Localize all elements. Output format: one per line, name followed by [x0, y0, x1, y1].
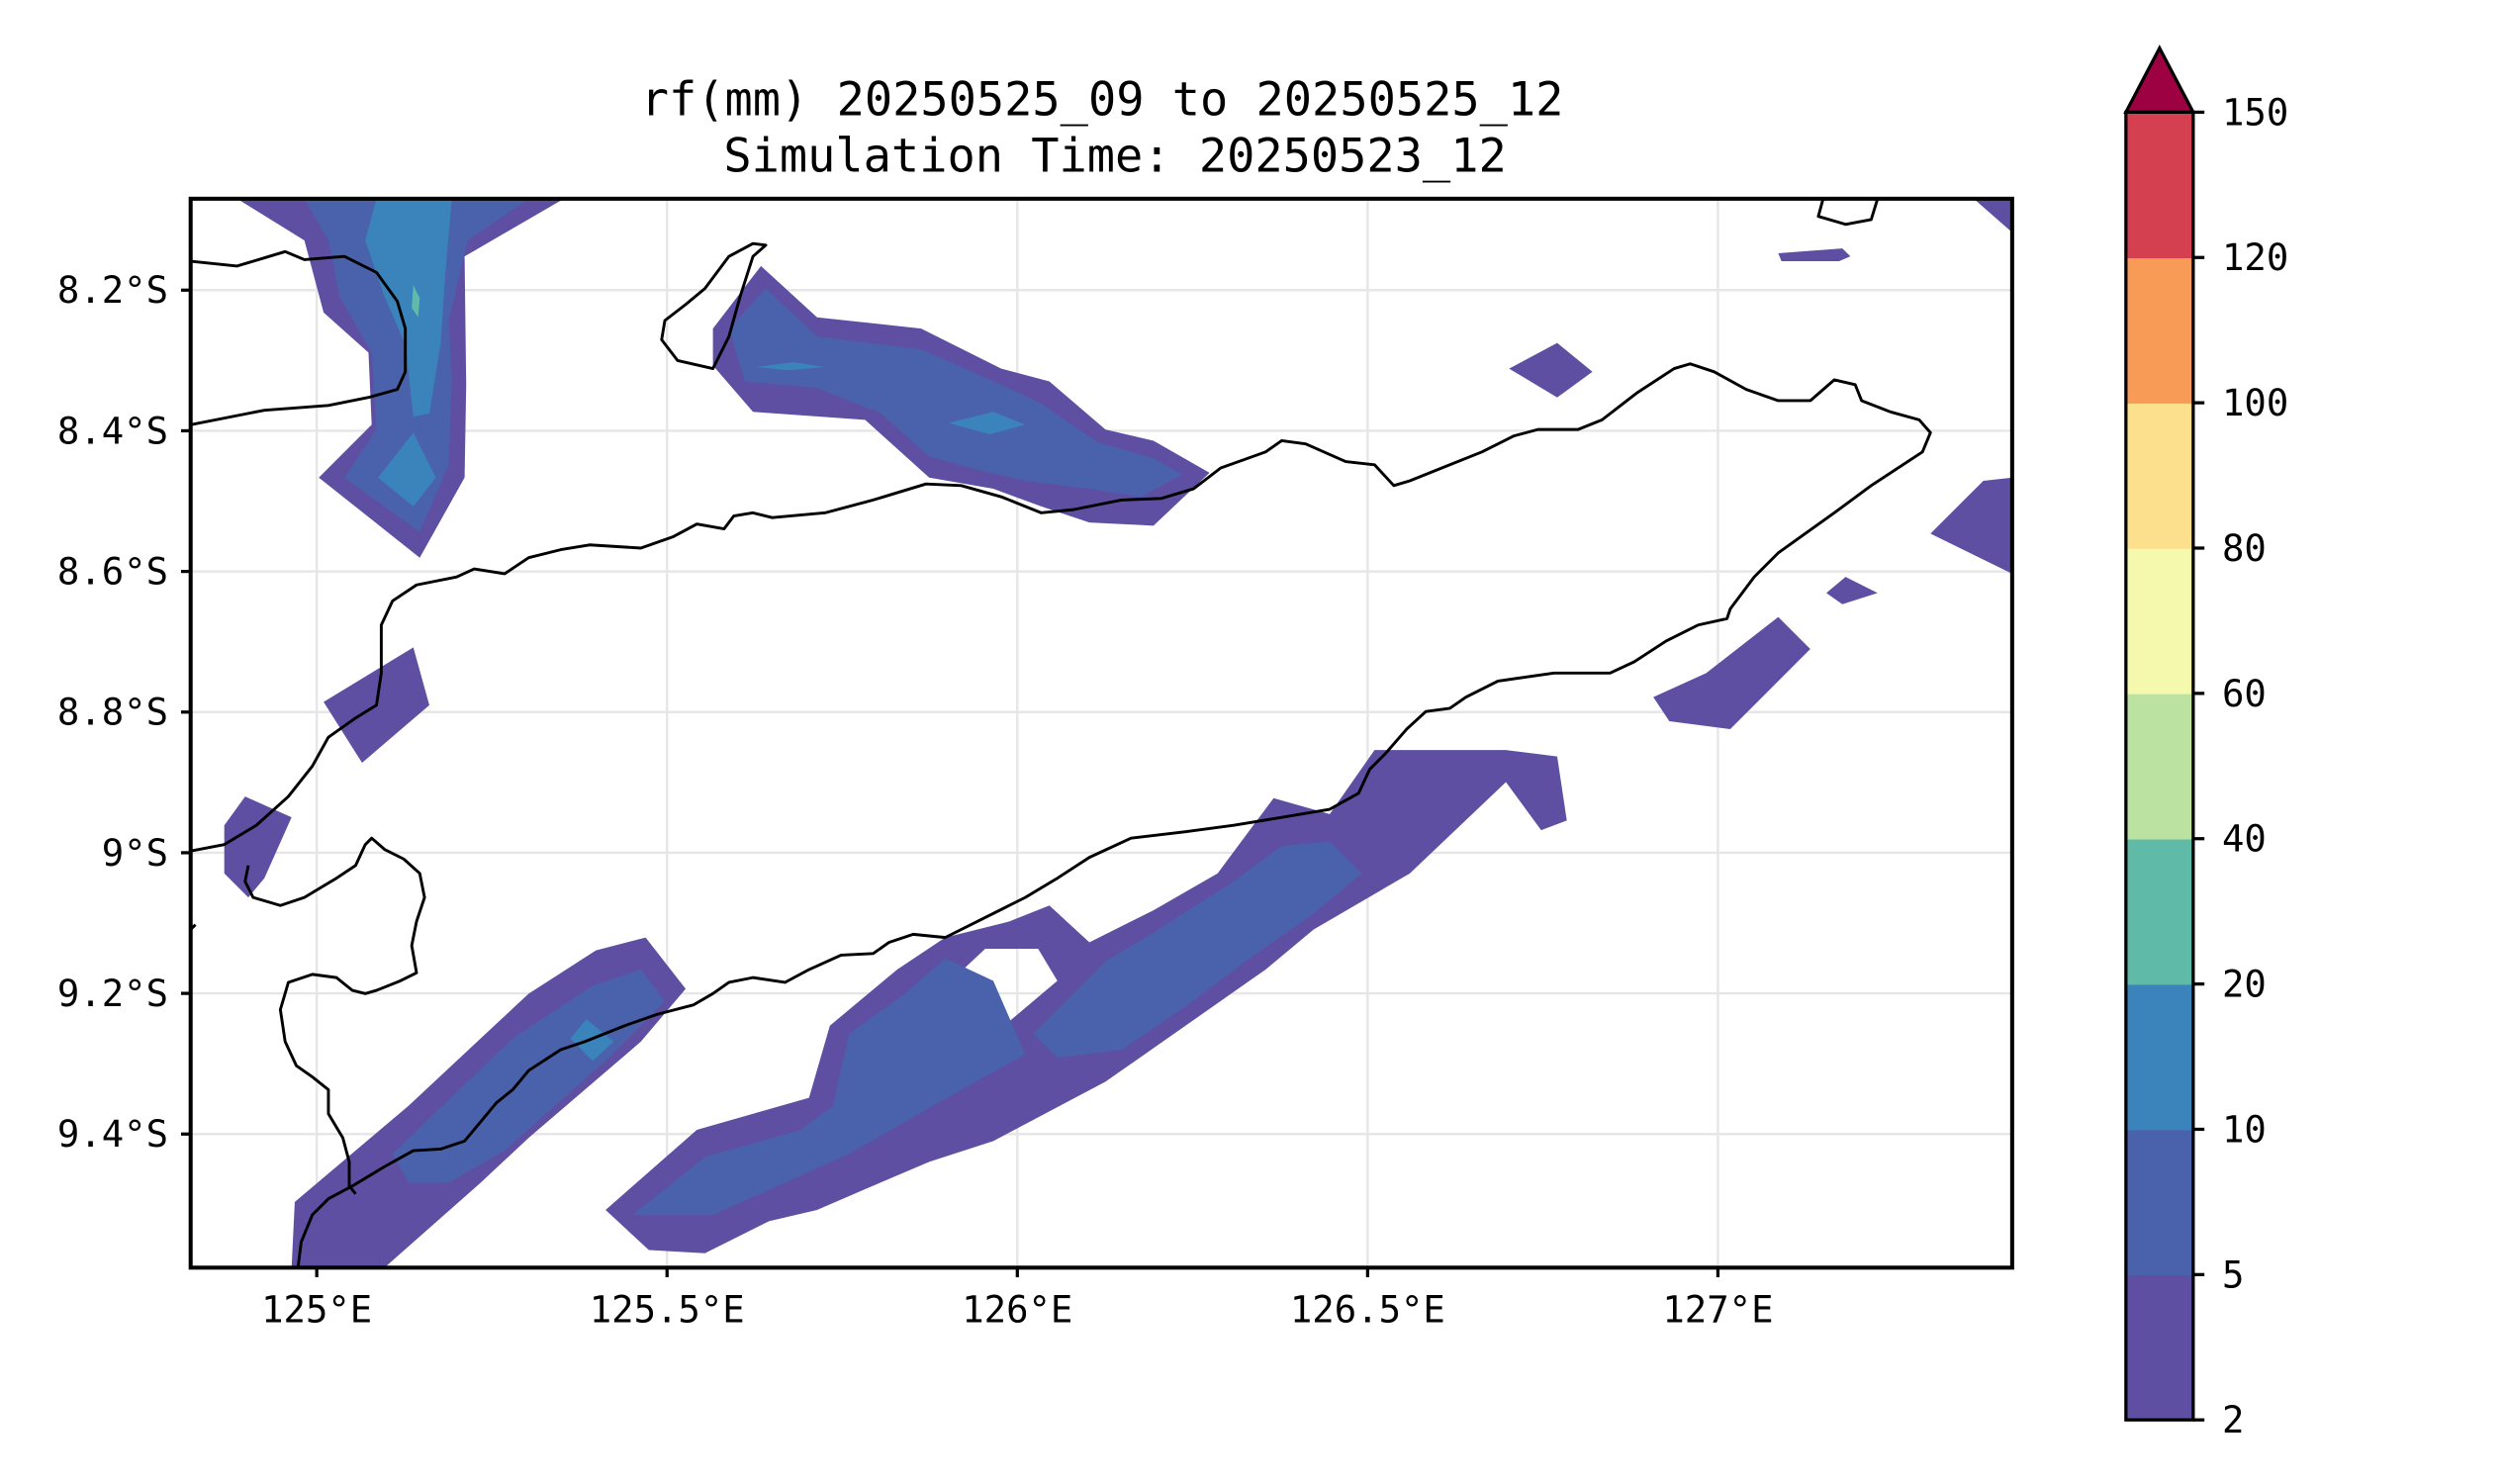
y-tick-label: 8.8°S — [57, 691, 168, 734]
rain-cell-east-band — [1653, 616, 1810, 730]
y-tick-label: 8.2°S — [57, 268, 168, 312]
rain-core-north-band — [728, 288, 1183, 498]
map-panel: 125°E 125.5°E 126°E 126.5°E 127°E 8.2°S 8.4°S 8… — [57, 196, 2014, 1331]
colorbar: 2 5 10 20 40 60 80 100 120 150 — [2123, 45, 2288, 1441]
colorbar-segment — [2125, 257, 2193, 404]
x-tick-label: 125.5°E — [590, 1287, 745, 1331]
colorbar-tick-label: 150 — [2222, 90, 2288, 134]
map-frame — [188, 196, 2014, 1270]
rainfall-fill-layer — [190, 198, 2012, 1268]
rain-core-south-main-band — [632, 841, 1362, 1215]
y-tick-label: 9°S — [102, 831, 168, 875]
colorbar-tick-label: 40 — [2222, 817, 2267, 861]
colorbar-tick-label: 20 — [2222, 963, 2267, 1006]
x-tick-label: 125°E — [261, 1287, 372, 1331]
colorbar-segment — [2125, 1274, 2193, 1422]
rain-peak-north-band-a — [756, 362, 825, 371]
figure-title-line2: Simulation Time: 20250523_12 — [723, 129, 1506, 183]
rainfall-level-10-20 — [365, 198, 1026, 1062]
x-tick-label: 127°E — [1662, 1287, 1773, 1331]
coastline-timor-north — [190, 249, 408, 426]
colorbar-tick-label: 80 — [2222, 526, 2267, 570]
coastlines — [190, 198, 1932, 1268]
rain-core-southwest-band — [392, 970, 666, 1183]
x-tick-label: 126°E — [962, 1287, 1072, 1331]
x-tick-label: 126.5°E — [1290, 1287, 1445, 1331]
rain-cell-east-edge — [1930, 477, 2012, 574]
rain-peak-intense — [412, 285, 420, 318]
coastline-atauro-island — [660, 241, 768, 371]
rain-peak-northwest-upper — [365, 198, 452, 417]
colorbar-tick-label: 5 — [2222, 1252, 2244, 1296]
colorbar-tick-label: 10 — [2222, 1107, 2267, 1151]
colorbar-segment — [2125, 403, 2193, 549]
colorbar-segment — [2125, 112, 2193, 259]
y-tick-label: 8.6°S — [57, 550, 168, 594]
colorbar-segment — [2125, 547, 2193, 695]
axis-ticks: 125°E 125.5°E 126°E 126.5°E 127°E 8.2°S 8.4°S 8… — [57, 268, 1774, 1331]
colorbar-segment — [2125, 693, 2193, 840]
rain-cell-west-edge — [224, 796, 292, 898]
rain-peak-north-band-b — [948, 412, 1026, 434]
rain-cell-northeast-sliver — [1778, 248, 1851, 262]
colorbar-segment — [2125, 838, 2193, 985]
y-tick-label: 9.2°S — [57, 972, 168, 1015]
figure-title-line1: rf(mm) 20250525_09 to 20250525_12 — [641, 73, 1564, 128]
y-tick-label: 9.4°S — [57, 1112, 168, 1156]
colorbar-tick-label: 100 — [2222, 381, 2288, 424]
colorbar-segment — [2125, 983, 2193, 1131]
colorbar-tick-label: 60 — [2222, 672, 2267, 715]
coastline-timor-main — [190, 362, 1932, 1268]
rainfall-level-20-40 — [412, 285, 420, 318]
colorbar-tick-label: 120 — [2222, 235, 2288, 279]
colorbar-frame — [2124, 110, 2195, 1422]
rain-cell-north-islet — [1509, 342, 1593, 398]
coastline-wetar-south — [1816, 198, 1880, 227]
colorbar-tick-label: 2 — [2222, 1398, 2244, 1441]
rain-cell-northeast-corner — [1974, 198, 2012, 232]
rain-peak-northwest-lower — [378, 432, 436, 507]
y-tick-label: 8.4°S — [57, 409, 168, 452]
colorbar-extend-arrow — [2123, 45, 2196, 115]
colorbar-segment — [2125, 1129, 2193, 1276]
rain-cell-east-small — [1826, 577, 1878, 604]
